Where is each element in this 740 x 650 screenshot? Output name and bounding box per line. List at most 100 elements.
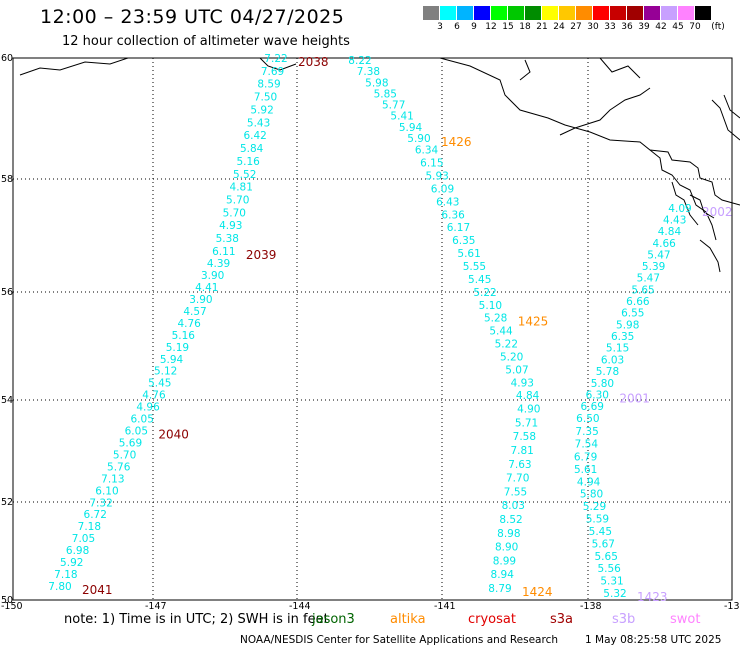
legend-swatch (627, 6, 644, 20)
wave-height-label: 6.36 (441, 209, 465, 221)
lon-tick-label: -141 (434, 601, 456, 612)
pass-time-label: 2040 (158, 428, 189, 442)
lon-tick-label: -144 (289, 601, 311, 612)
wave-height-label: 6.55 (621, 308, 644, 320)
wave-height-label: 7.50 (254, 92, 277, 104)
wave-height-label: 4.96 (136, 402, 160, 414)
wave-height-label: 5.31 (600, 576, 623, 588)
wave-height-label: 5.52 (233, 169, 256, 181)
wave-height-label: 4.39 (207, 258, 230, 270)
wave-height-label: 5.93 (425, 171, 448, 183)
wave-height-label: 8.52 (499, 514, 522, 526)
legend-unit: (ft) (711, 22, 725, 32)
wave-height-label: 6.35 (611, 331, 634, 343)
wave-height-label: 3.90 (189, 294, 212, 306)
wave-height-label: 5.47 (647, 249, 670, 261)
longitude-labels: -150 -147 -144 -141 -138 -13 (1, 601, 740, 612)
wave-height-label: 6.42 (243, 130, 266, 142)
wave-height-label: 5.92 (250, 104, 273, 116)
wave-height-label: 5.67 (592, 538, 615, 550)
wave-height-label: 6.35 (452, 235, 475, 247)
wave-height-label: 8.22 (348, 55, 371, 67)
wave-height-label: 5.16 (236, 156, 260, 168)
legend-label: 24 (553, 22, 565, 32)
wave-height-label: 5.28 (484, 313, 507, 325)
lon-tick-label: -150 (1, 601, 23, 612)
wave-height-label: 5.69 (119, 437, 142, 449)
wave-height-label: 4.43 (663, 215, 686, 227)
wave-height-label: 7.70 (506, 473, 529, 485)
lat-tick-label: 58 (1, 174, 13, 185)
wave-height-label: 6.34 (415, 145, 439, 157)
wave-height-label: 6.10 (95, 485, 118, 497)
wave-height-label: 7.38 (357, 66, 380, 78)
note-text: note: 1) Time is in UTC; 2) SWH is in fe… (64, 612, 329, 627)
wave-height-label: 7.80 (48, 581, 71, 593)
wave-height-label: 5.12 (154, 366, 177, 378)
wave-height-map: -150 -147 -144 -141 -138 -13 60 58 56 54 52 50 7.2… (1, 53, 740, 612)
legend-label: 12 (485, 22, 497, 32)
wave-height-label: 4.66 (652, 238, 676, 250)
pass-time-label: 1425 (518, 315, 549, 329)
pass-time-label: 2038 (298, 55, 329, 69)
wave-height-label: 4.84 (516, 390, 540, 402)
legend-swatch (610, 6, 627, 20)
wave-height-label: 8.99 (493, 555, 516, 567)
note-row: note: 1) Time is in UTC; 2) SWH is in fe… (0, 612, 740, 632)
legend-swatch (525, 6, 542, 20)
wave-height-label: 3.90 (201, 270, 224, 282)
wave-height-label: 6.05 (125, 426, 148, 438)
legend-swatch (644, 6, 661, 20)
wave-height-label: 5.45 (589, 526, 612, 538)
legend-swatch (440, 6, 457, 20)
wave-height-label: 6.03 (601, 354, 624, 366)
wave-height-label: 7.69 (261, 66, 284, 78)
wave-height-label: 4.90 (517, 404, 540, 416)
legend-swatch (491, 6, 508, 20)
wave-height-label: 8.94 (491, 569, 515, 581)
legend-swatch (678, 6, 695, 20)
wave-height-label: 4.76 (142, 390, 166, 402)
wave-height-label: 4.41 (195, 282, 218, 294)
pass-time-label: 2041 (82, 583, 113, 597)
wave-height-label: 5.44 (489, 326, 513, 338)
wave-height-label: 6.72 (84, 509, 107, 521)
legend-swatch (661, 6, 678, 20)
legend-swatch (474, 6, 491, 20)
wave-height-label: 5.92 (60, 557, 83, 569)
legend-swatch (542, 6, 559, 20)
legend-label: 3 (437, 22, 443, 32)
wave-height-label: 6.17 (447, 222, 470, 234)
legend-label: 9 (471, 22, 477, 32)
wave-height-label: 5.94 (160, 354, 184, 366)
wave-height-label: 5.16 (172, 330, 196, 342)
legend-label: 39 (638, 22, 650, 32)
wave-height-label: 4.93 (219, 220, 242, 232)
legend-s3a: s3a (550, 612, 574, 627)
wave-height-label: 5.76 (107, 461, 131, 473)
wave-height-label: 5.45 (148, 378, 171, 390)
lon-tick-label: -138 (580, 601, 602, 612)
wave-height-label: 6.66 (626, 296, 650, 308)
wave-height-label: 5.56 (597, 563, 621, 575)
wave-height-label: 6.11 (212, 246, 235, 258)
legend-label: 27 (570, 22, 582, 32)
wave-height-label: 6.79 (574, 451, 597, 463)
wave-height-label: 5.70 (223, 207, 246, 219)
wave-height-label: 6.09 (431, 183, 454, 195)
wave-height-label: 6.15 (420, 158, 443, 170)
legend-label: 21 (536, 22, 548, 32)
pass-time-label: 2001 (619, 392, 650, 406)
wave-height-label: 4.57 (183, 306, 206, 318)
legend-swatch (593, 6, 610, 20)
wave-height-label: 6.50 (576, 413, 599, 425)
wave-height-label: 8.90 (495, 542, 518, 554)
wave-height-label: 5.45 (468, 274, 491, 286)
map-title: 12:00 – 23:59 UTC 04/27/2025 (40, 6, 345, 28)
pass-time-label: 2002 (702, 205, 733, 219)
lat-tick-label: 50 (1, 595, 13, 606)
wave-height-label: 8.79 (488, 583, 511, 595)
wave-height-label: 4.76 (177, 318, 201, 330)
legend-swatches (423, 6, 712, 20)
wave-height-label: 5.70 (113, 449, 136, 461)
